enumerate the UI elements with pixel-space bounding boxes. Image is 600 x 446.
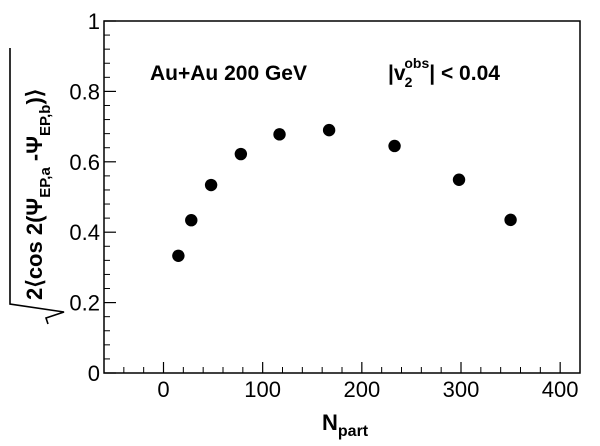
data-points — [172, 123, 517, 262]
x-tick-label: 0 — [157, 377, 169, 402]
data-point — [273, 128, 286, 141]
x-tick-label: 200 — [343, 377, 380, 402]
x-axis-title: Npart — [322, 410, 369, 440]
y-axis-ticks — [104, 20, 116, 374]
data-point — [452, 173, 466, 186]
x-axis-tick-labels: 0 100 200 300 400 — [157, 377, 578, 402]
y-axis-tick-labels: 0 0.2 0.4 0.6 0.8 1 — [69, 9, 100, 386]
data-point — [388, 139, 401, 153]
x-tick-label: 400 — [542, 377, 579, 402]
data-point — [322, 123, 336, 137]
cut-subscript: 2 — [405, 74, 413, 90]
data-point — [234, 147, 248, 161]
y-title-subscript-1: EP,a — [37, 167, 54, 198]
cut-prefix: |v — [388, 62, 406, 85]
data-point — [504, 213, 517, 227]
y-title-subscript-2: EP,b — [37, 105, 54, 136]
y-title-part-1: 2⟨cos 2(Ψ — [22, 198, 47, 300]
collision-annotation: Au+Au 200 GeV — [150, 62, 307, 85]
svg-text:2⟨cos 2(ΨEP,a -ΨEP,b)⟩: 2⟨cos 2(ΨEP,a -ΨEP,b)⟩ — [22, 89, 54, 300]
cut-annotation: |v2 obs| < 0.04 — [388, 55, 500, 90]
x-axis-ticks — [103, 362, 581, 373]
x-axis-title-main: N — [322, 410, 338, 435]
y-axis-title: 2⟨cos 2(ΨEP,a -ΨEP,b)⟩ — [9, 48, 65, 325]
y-tick-label: 0 — [88, 361, 100, 386]
data-point — [172, 249, 185, 262]
data-point — [204, 178, 218, 192]
y-tick-label: 0.6 — [69, 150, 100, 175]
x-tick-label: 100 — [244, 377, 281, 402]
cut-superscript: obs — [404, 55, 429, 71]
y-tick-label: 0.2 — [69, 291, 100, 316]
y-tick-label: 1 — [88, 9, 100, 34]
x-axis-title-subscript: part — [338, 423, 369, 440]
sqrt-radical-icon — [9, 48, 65, 325]
data-point — [185, 214, 198, 227]
y-title-part-3: )⟩ — [22, 89, 47, 105]
cut-suffix: | < 0.04 — [429, 62, 500, 85]
y-title-part-2: -Ψ — [22, 136, 47, 167]
x-tick-label: 300 — [443, 377, 480, 402]
y-tick-label: 0.4 — [69, 220, 100, 245]
y-tick-label: 0.8 — [69, 79, 100, 104]
